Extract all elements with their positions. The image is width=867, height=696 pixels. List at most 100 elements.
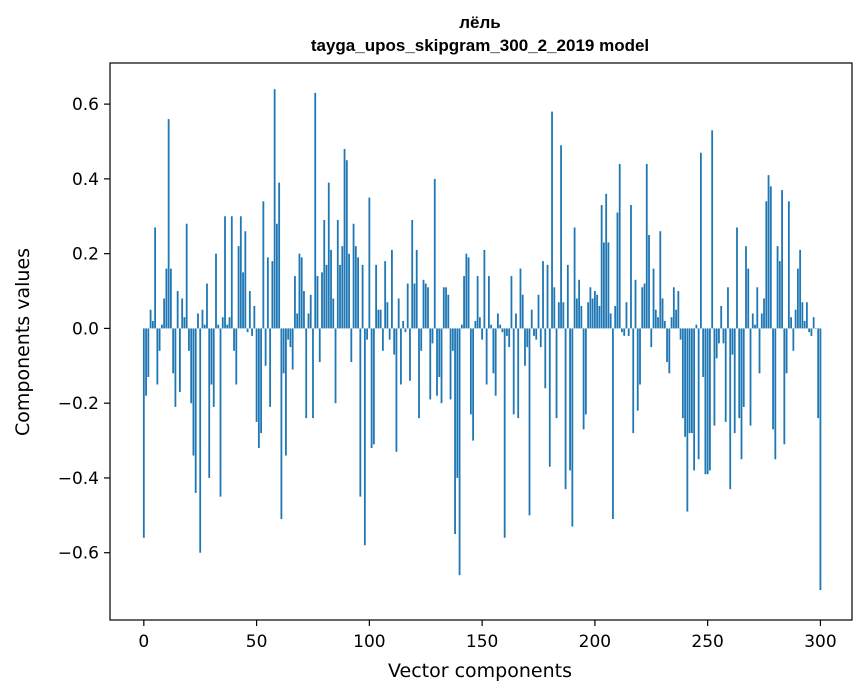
x-tick-label-300: 300 [804,632,836,652]
bar-57 [271,261,274,329]
bar-10 [165,268,168,329]
bar-83 [330,249,332,329]
bar-27 [203,324,206,329]
bar-300 [819,328,822,591]
bar-118 [409,328,411,381]
chart-subtitle: tayga_upos_skipgram_300_2_2019 model [311,36,649,55]
bar-234 [670,317,673,329]
bar-94 [354,246,357,329]
bar-228 [657,317,659,329]
bar-236 [675,309,677,329]
bar-100 [368,197,371,329]
bar-174 [535,328,538,340]
x-tick-label-50: 50 [246,632,268,652]
bar-282 [778,261,781,329]
bar-190 [571,328,574,527]
bar-285 [785,328,788,374]
bar-54 [264,328,267,366]
bar-58 [273,89,276,329]
bar-4 [151,320,154,329]
bar-175 [537,294,540,329]
bar-204 [603,242,605,329]
bar-224 [648,234,650,329]
bar-159 [501,328,504,333]
bar-131 [438,328,441,378]
bar-44 [242,272,244,329]
bar-154 [490,324,493,329]
bar-266 [742,328,745,407]
bar-186 [562,302,565,329]
bar-135 [447,294,450,329]
bar-270 [751,313,754,329]
bar-3 [149,309,152,329]
chart-title: лёль [459,13,501,32]
bar-71 [303,291,305,329]
y-tick-label-6: 0.6 [72,95,99,115]
bar-28 [206,283,208,329]
bar-29 [208,328,211,478]
bar-114 [400,328,402,385]
bar-78 [318,328,321,363]
bar-233 [668,328,671,374]
bar-237 [677,291,680,329]
bar-95 [357,257,359,329]
bar-194 [580,305,583,329]
y-tick-label-5: 0.4 [72,170,99,190]
bar-297 [812,317,815,329]
bar-209 [614,305,617,329]
bar-218 [634,279,637,329]
bar-275 [763,298,765,329]
bar-26 [201,309,204,329]
bar-56 [269,328,272,407]
bar-105 [379,309,382,329]
bar-30 [210,328,213,385]
bar-161 [506,328,508,336]
bar-85 [334,328,337,404]
bar-9 [163,298,166,329]
bar-109 [388,328,391,340]
bar-201 [596,294,599,329]
bar-6 [156,328,159,385]
bar-216 [630,205,632,329]
bar-231 [663,320,666,329]
bar-61 [280,328,283,520]
bar-229 [659,231,662,329]
bar-45 [244,231,247,329]
bar-222 [643,283,646,329]
bar-138 [454,328,456,535]
bar-182 [553,287,556,329]
bar-290 [796,268,799,329]
bar-1 [145,328,147,396]
bar-272 [756,287,759,329]
bar-2 [147,328,150,378]
bar-76 [314,92,317,329]
bar-198 [589,287,592,329]
bar-244 [693,328,696,471]
bar-106 [381,328,384,351]
bar-166 [517,328,520,419]
bar-207 [609,313,612,329]
bar-279 [772,328,774,430]
bar-7 [158,328,161,351]
bar-240 [684,328,686,437]
bar-104 [377,309,380,329]
bar-88 [341,246,344,329]
bar-260 [729,328,732,490]
bar-103 [375,264,378,329]
bar-199 [591,298,594,329]
bar-107 [384,261,387,329]
bar-221 [641,287,644,329]
bar-130 [436,328,438,396]
bar-81 [325,264,328,329]
bar-173 [533,328,535,336]
bar-49 [253,305,256,329]
bar-213 [623,328,626,336]
bar-125 [424,283,427,329]
bar-261 [731,328,734,355]
bar-0 [142,328,145,538]
bar-203 [600,205,603,329]
bar-211 [618,163,621,329]
bar-69 [298,253,301,329]
bar-167 [519,268,522,329]
